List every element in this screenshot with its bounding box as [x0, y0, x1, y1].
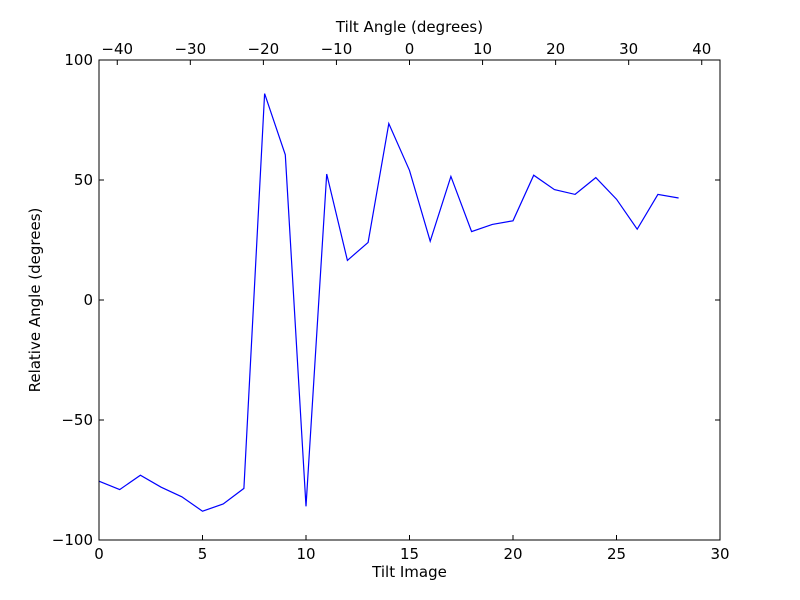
x-axis-label: Tilt Image	[371, 563, 447, 581]
top-x-tick-label: −40	[101, 40, 133, 58]
top-x-tick-label: −10	[321, 40, 353, 58]
y-tick-label: 50	[74, 171, 93, 189]
y-tick-label: −100	[52, 531, 93, 549]
plot-area	[98, 93, 679, 512]
top-x-axis-label: Tilt Angle (degrees)	[335, 18, 483, 36]
top-x-tick-label: −30	[174, 40, 206, 58]
top-x-tick-label: 20	[546, 40, 565, 58]
top-x-tick-label: 10	[473, 40, 492, 58]
y-tick-label: 0	[83, 291, 93, 309]
x-tick-label: 15	[400, 545, 419, 563]
top-x-tick-label: 40	[692, 40, 711, 58]
x-tick-label: 0	[94, 545, 104, 563]
plot-frame	[98, 59, 721, 541]
y-tick-label: 100	[64, 51, 93, 69]
y-tick-label: −50	[61, 411, 93, 429]
x-tick-label: 25	[607, 545, 626, 563]
axis-ticks: 0 5 10 15 20 25 30−40 −30 −20 −10 0 10 20 30 40−100−50…	[52, 40, 730, 563]
y-axis-label: Relative Angle (degrees)	[26, 208, 44, 393]
top-x-tick-label: 0	[405, 40, 415, 58]
top-x-tick-label: 30	[619, 40, 638, 58]
x-tick-label: 10	[296, 545, 315, 563]
top-x-tick-label: −20	[248, 40, 280, 58]
series-line	[98, 93, 679, 512]
x-tick-label: 5	[198, 545, 208, 563]
x-tick-label: 20	[503, 545, 522, 563]
x-tick-label: 30	[710, 545, 729, 563]
